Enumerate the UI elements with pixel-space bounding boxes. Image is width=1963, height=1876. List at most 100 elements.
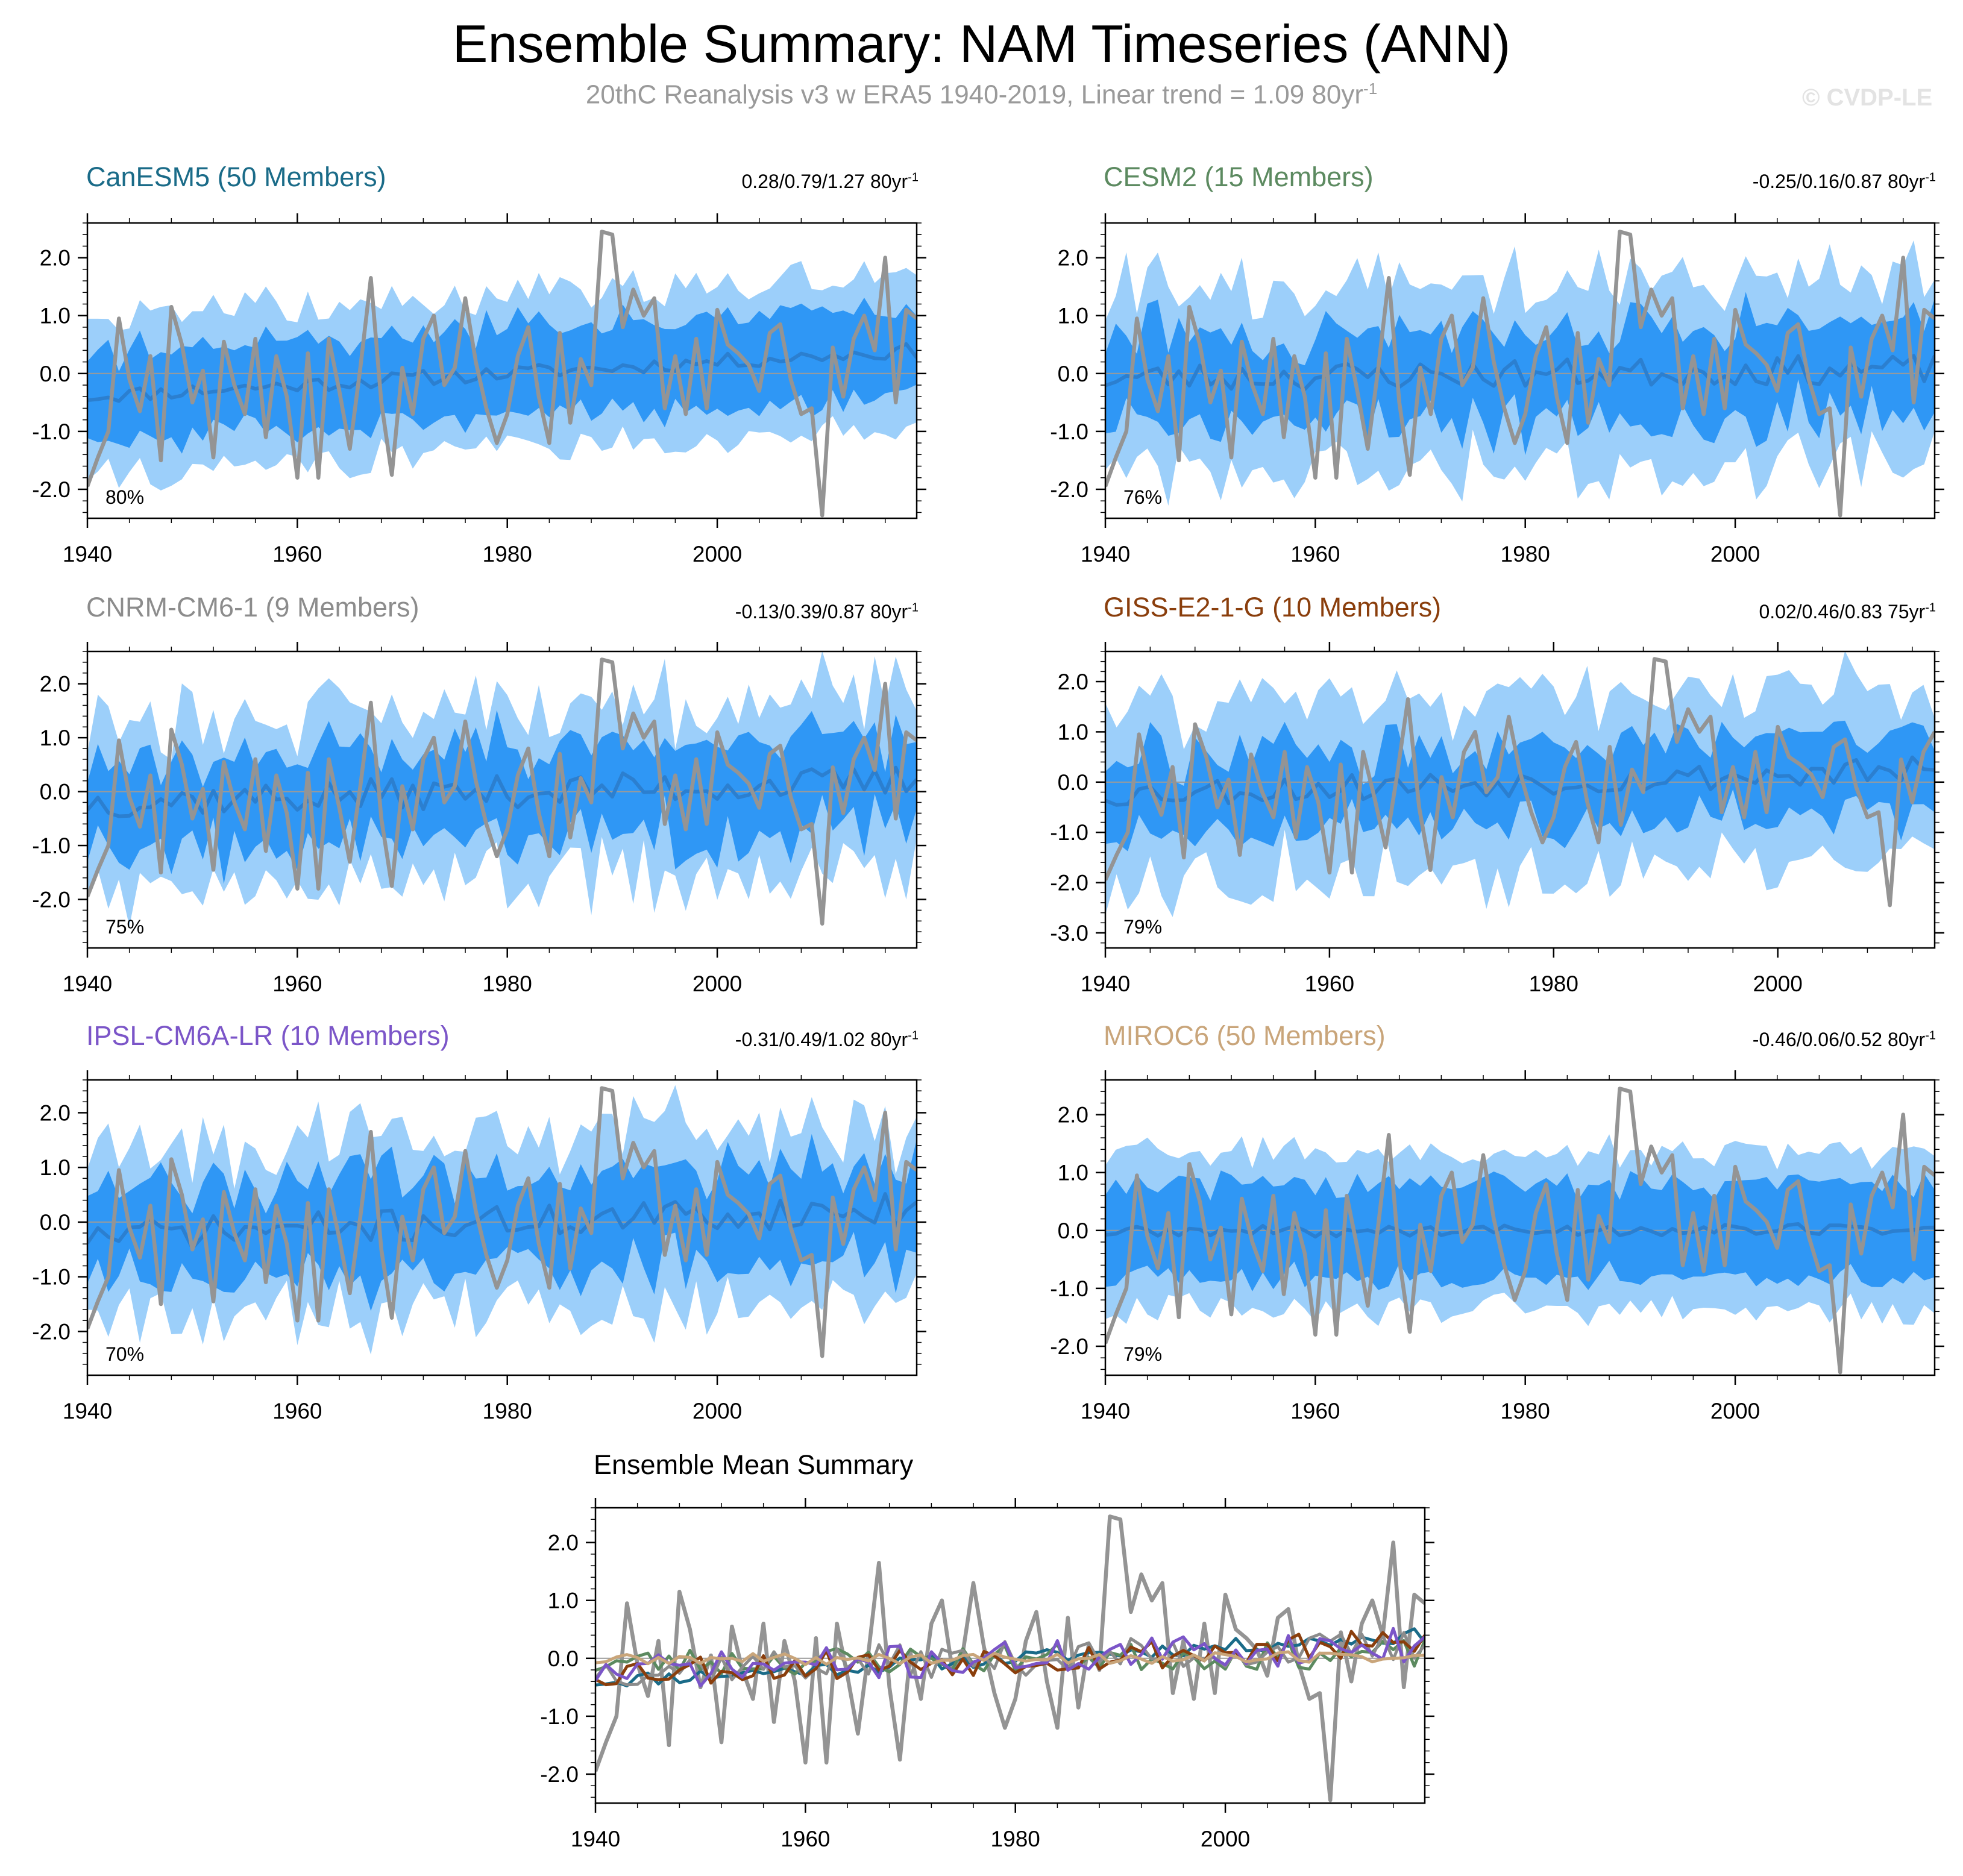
percent-label: 70% <box>105 1343 144 1365</box>
y-tick-label: -1.0 <box>1050 419 1088 444</box>
x-tick-label: 1940 <box>571 1827 620 1851</box>
plot-content <box>595 1514 1425 1802</box>
x-tick-label: 1960 <box>1290 1399 1340 1423</box>
percent-label: 79% <box>1123 1343 1162 1365</box>
inner-range-band <box>1105 720 1935 852</box>
x-tick-label: 1940 <box>1081 1399 1130 1423</box>
y-tick-label: 2.0 <box>40 672 71 697</box>
plot-frame <box>1104 222 1936 519</box>
trend-label-giss: 0.02/0.46/0.83 75yr-1 <box>1759 601 1936 623</box>
trend-label-ipsl: -0.31/0.49/1.02 80yr-1 <box>735 1029 919 1050</box>
observations-line <box>1105 657 1935 908</box>
plot-frame <box>1104 1079 1936 1376</box>
y-tick-label: 0.0 <box>1058 1219 1088 1243</box>
x-tick-label: 1960 <box>272 971 322 996</box>
ensemble-mean-line <box>87 1192 917 1250</box>
panel-title-cnrm: CNRM-CM6-1 (9 Members) <box>86 592 419 623</box>
x-tick-label: 2000 <box>693 971 742 996</box>
chart-panel-miroc6: 79% -2.0 -1.0 0.0 1.0 2.0 1940 1960 1980 2000 <box>1050 1070 1944 1423</box>
chart-panel-ensemble-mean: -2.0 -1.0 0.0 1.0 2.0 1940 1960 1980 2000 <box>540 1498 1434 1851</box>
percent-label: 75% <box>105 916 144 938</box>
y-tick-label: 0.0 <box>40 1210 71 1235</box>
series-line-miroc6 <box>595 1650 1425 1666</box>
x-tick-label: 1940 <box>1081 971 1130 996</box>
y-tick-label: 2.0 <box>40 1100 71 1125</box>
y-tick-label: 2.0 <box>1058 1103 1088 1128</box>
x-tick-label: 1980 <box>1529 971 1578 996</box>
y-tick-label: -2.0 <box>540 1762 579 1787</box>
x-tick-label: 2000 <box>1710 542 1760 566</box>
y-tick-label: 1.0 <box>1058 1161 1088 1185</box>
y-tick-label: -1.0 <box>32 419 71 444</box>
y-tick-label: 1.0 <box>1058 304 1088 328</box>
panel-title-ensemble-mean: Ensemble Mean Summary <box>594 1449 914 1480</box>
chart-panel-giss: 79% -3.0 -2.0 -1.0 0.0 1.0 2.0 1940 1960 1980 2000 <box>1050 642 1944 996</box>
plot-frame <box>86 222 918 519</box>
x-tick-label: 2000 <box>693 542 742 566</box>
y-tick-label: 0.0 <box>1058 362 1088 386</box>
series-line-ipsl-cm6a-lr <box>595 1627 1425 1688</box>
x-tick-label: 1980 <box>991 1827 1040 1851</box>
plot-content <box>1105 651 1935 917</box>
plot-content <box>87 230 917 518</box>
y-tick-label: -1.0 <box>32 833 71 858</box>
observations-line <box>87 657 917 926</box>
watermark: © CVDP-LE <box>1802 84 1933 111</box>
subtitle-text: 20thC Reanalysis v3 w ERA5 1940-2019, Li… <box>585 80 1364 110</box>
observations-line <box>87 230 917 518</box>
ensemble-mean-line <box>87 342 917 403</box>
x-tick-label: 1960 <box>1290 542 1340 566</box>
panel-title-giss: GISS-E2-1-G (10 Members) <box>1104 592 1442 623</box>
subtitle-superscript: -1 <box>1363 80 1378 98</box>
y-tick-label: 0.0 <box>1058 770 1088 795</box>
percent-label: 80% <box>105 486 144 508</box>
x-tick-label: 1980 <box>1501 1399 1550 1423</box>
percent-label: 79% <box>1123 916 1162 938</box>
panel-title-miroc6: MIROC6 (50 Members) <box>1104 1020 1386 1051</box>
x-tick-label: 2000 <box>1710 1399 1760 1423</box>
plot-frame <box>1104 650 1936 949</box>
y-tick-label: -2.0 <box>1050 871 1088 896</box>
y-tick-label: -2.0 <box>32 477 71 502</box>
page-title: Ensemble Summary: NAM Timeseries (ANN) <box>452 14 1511 74</box>
chart-panel-canesm5: 80% -2.0 -1.0 0.0 1.0 2.0 1940 1960 1980 2000 <box>32 213 926 566</box>
y-tick-label: 1.0 <box>40 726 71 750</box>
observations-line <box>87 1086 917 1358</box>
panel-title-cesm2: CESM2 (15 Members) <box>1104 162 1374 192</box>
chart-panel-cesm2: 76% -2.0 -1.0 0.0 1.0 2.0 1940 1960 1980 2000 <box>1050 213 1944 566</box>
y-tick-label: 2.0 <box>1058 670 1088 694</box>
plot-content <box>87 1085 917 1358</box>
plot-content <box>1105 230 1935 518</box>
x-tick-label: 1940 <box>1081 542 1130 566</box>
y-tick-label: 1.0 <box>40 304 71 328</box>
y-tick-label: -2.0 <box>32 1319 71 1344</box>
y-tick-label: -3.0 <box>1050 921 1088 946</box>
panel-title-canesm5: CanESM5 (50 Members) <box>86 162 386 192</box>
inner-range-band <box>87 298 917 454</box>
trend-label-miroc6: -0.46/0.06/0.52 80yr-1 <box>1752 1029 1936 1050</box>
x-tick-label: 2000 <box>1753 971 1803 996</box>
y-tick-label: -2.0 <box>1050 477 1088 502</box>
y-tick-label: 0.0 <box>40 780 71 805</box>
x-tick-label: 1940 <box>63 542 112 566</box>
plot-frame <box>86 650 918 949</box>
plot-content <box>87 651 917 927</box>
x-tick-label: 1960 <box>1305 971 1354 996</box>
trend-label-cesm2: -0.25/0.16/0.87 80yr-1 <box>1752 171 1936 192</box>
chart-panel-ipsl: 70% -2.0 -1.0 0.0 1.0 2.0 1940 1960 1980 2000 <box>32 1070 926 1423</box>
plot-frame <box>86 1079 918 1376</box>
x-tick-label: 1940 <box>63 1399 112 1423</box>
x-tick-label: 1960 <box>272 1399 322 1423</box>
ensemble-mean-line <box>87 765 917 818</box>
y-tick-label: 1.0 <box>548 1589 579 1613</box>
page-subtitle: 20thC Reanalysis v3 w ERA5 1940-2019, Li… <box>0 80 1963 110</box>
y-tick-label: 2.0 <box>548 1531 579 1555</box>
x-tick-label: 1980 <box>483 1399 532 1423</box>
plot-frame <box>594 1507 1426 1804</box>
y-tick-label: -1.0 <box>1050 820 1088 845</box>
x-tick-label: 1980 <box>1501 542 1550 566</box>
ensemble-mean-line <box>1105 354 1935 391</box>
y-tick-label: -2.0 <box>32 887 71 912</box>
y-tick-label: 2.0 <box>1058 246 1088 271</box>
